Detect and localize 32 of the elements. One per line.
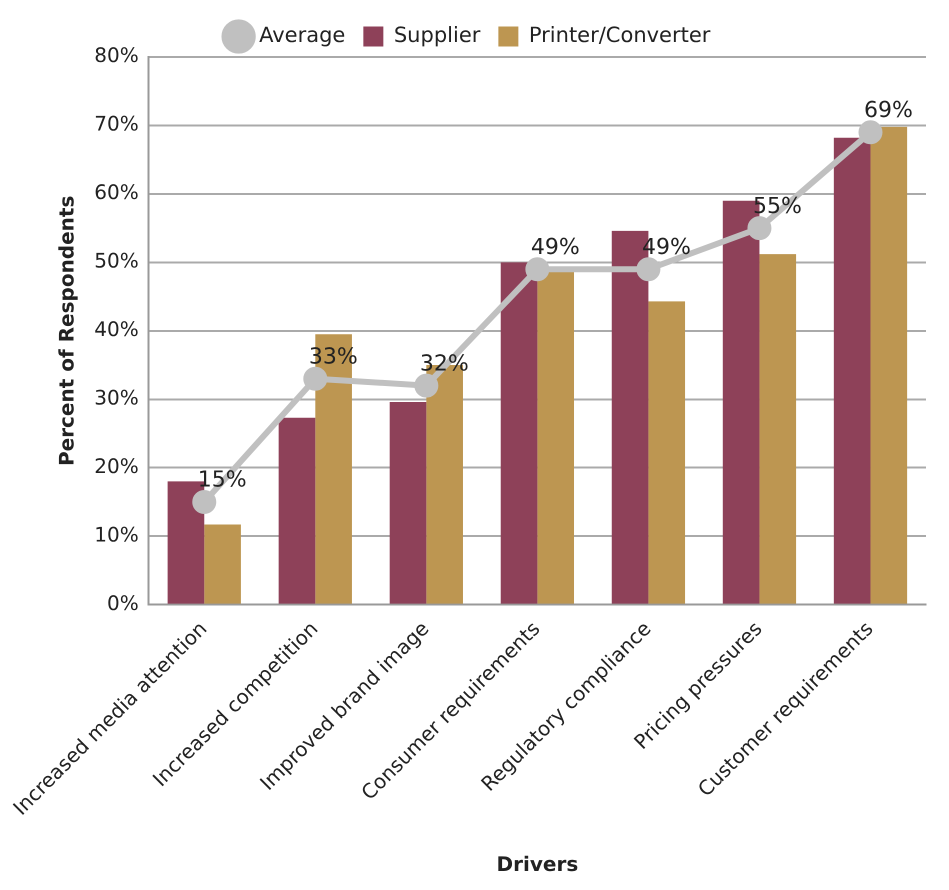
- point: [414, 374, 438, 398]
- y-tick-label: 80%: [94, 43, 139, 68]
- point: [192, 490, 216, 514]
- bar: [204, 524, 241, 604]
- y-tick-label: 70%: [94, 112, 139, 136]
- point: [747, 216, 772, 240]
- y-tick-label: 40%: [94, 317, 139, 342]
- data-label: 49%: [530, 234, 580, 260]
- x-axis-title: Drivers: [496, 852, 578, 876]
- point: [525, 257, 550, 282]
- legend-label: Printer/Converter: [528, 22, 711, 47]
- point: [303, 366, 328, 391]
- y-axis-title: Percent of Respondents: [54, 196, 78, 466]
- y-tick-label: 20%: [94, 454, 139, 478]
- legend-label: Supplier: [394, 22, 481, 47]
- bar: [648, 301, 686, 604]
- bar: [834, 138, 870, 604]
- bar: [870, 126, 908, 604]
- y-tick-label: 60%: [94, 180, 139, 204]
- bar: [278, 418, 316, 604]
- y-tick-label: 10%: [94, 522, 139, 546]
- data-label: 15%: [198, 468, 247, 493]
- y-tick-label: 0%: [107, 590, 139, 615]
- data-label: 69%: [864, 98, 913, 124]
- legend-label: Average: [259, 22, 346, 47]
- y-tick-label: 50%: [94, 248, 139, 273]
- bar: [500, 262, 538, 604]
- point: [858, 120, 882, 144]
- bar: [390, 402, 426, 604]
- y-tick-label: 30%: [94, 385, 139, 410]
- point: [636, 257, 660, 282]
- bar: [759, 254, 796, 604]
